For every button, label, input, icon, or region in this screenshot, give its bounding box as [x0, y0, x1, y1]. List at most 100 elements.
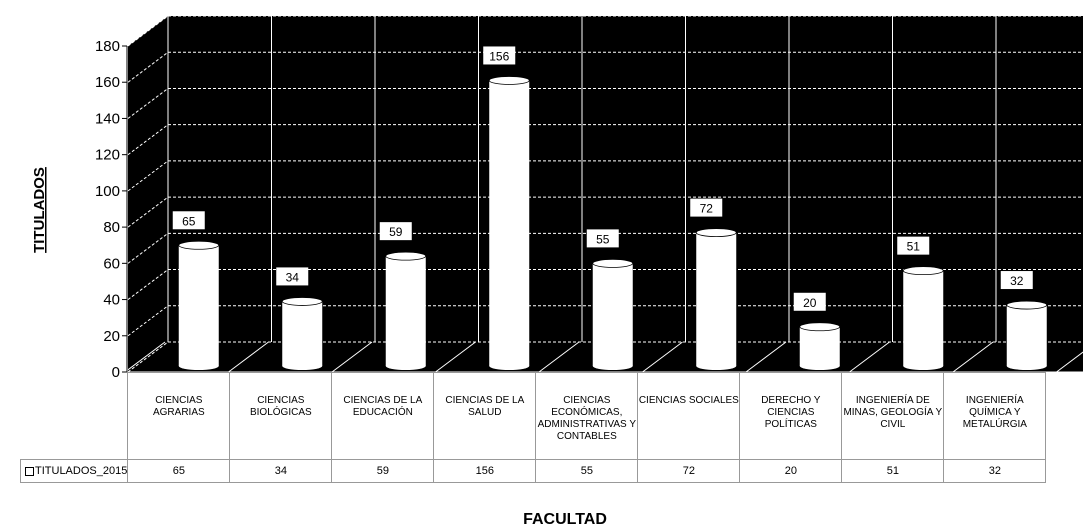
data-label: 51: [907, 240, 921, 254]
gridline-side: [127, 232, 169, 264]
bar-base: [592, 362, 633, 370]
floor-gridline: [1056, 351, 1083, 373]
gridline-side: [127, 305, 169, 337]
data-table-category: DERECHO Y CIENCIAS POLÍTICAS: [739, 372, 843, 460]
data-label: 65: [182, 214, 196, 228]
y-tick-label: 140: [95, 110, 120, 127]
data-label: 34: [286, 270, 300, 284]
gridline-side: [127, 196, 169, 228]
data-table-value: 72: [637, 459, 741, 483]
gridline-side: [127, 88, 169, 119]
data-table-category-row: CIENCIAS AGRARIAS CIENCIAS BIOLÓGICAS CIEN…: [20, 372, 1047, 460]
bar-body: [385, 256, 426, 366]
gridline-side: [127, 160, 169, 192]
bar-base: [385, 362, 426, 370]
floor-gridline: [849, 341, 890, 373]
gridline-side: [127, 51, 169, 83]
bar-body: [489, 80, 530, 366]
bar-base: [696, 362, 737, 370]
gridline-side: [127, 341, 169, 373]
data-table-value: 34: [229, 459, 333, 483]
data-label-box: [172, 211, 205, 230]
data-table-value: 55: [535, 459, 639, 483]
data-table-category: CIENCIAS BIOLÓGICAS: [229, 372, 333, 460]
data-label-box: [1000, 271, 1033, 290]
data-table-value: 156: [433, 459, 537, 483]
data-labels: 65 34 59 156 55 72 20 51 32: [172, 46, 1033, 311]
bar-base: [903, 362, 944, 370]
gridline-side: [127, 269, 169, 300]
data-table-value: 59: [331, 459, 435, 483]
data-table-category: CIENCIAS ECONÓMICAS, ADMINISTRATIVAS Y C…: [535, 372, 639, 460]
legend-key-icon: [25, 466, 34, 476]
data-table-value: 65: [127, 459, 231, 483]
bar-top: [488, 76, 530, 85]
x-axis-title: FACULTAD: [523, 511, 607, 528]
side-wall: [128, 16, 168, 372]
bar-base: [799, 362, 840, 370]
data-label-box: [483, 46, 516, 65]
data-table-category: CIENCIAS DE LA SALUD: [433, 372, 537, 460]
floor-gridline: [745, 341, 787, 373]
bar: [385, 251, 427, 370]
data-label: 156: [489, 49, 509, 63]
data-table-value: 32: [943, 459, 1047, 483]
data-table-category: CIENCIAS AGRARIAS: [127, 372, 231, 460]
bar: [592, 258, 634, 370]
series-name: TITULADOS_2015: [35, 465, 128, 477]
data-label-box: [379, 222, 412, 241]
y-tick-label: 80: [103, 219, 120, 236]
bar-body: [696, 232, 737, 366]
bar-top: [385, 251, 427, 261]
bar: [178, 240, 220, 370]
data-table-value-row: TITULADOS_2015 65 34 59 156 55 72 20 51 32: [19, 459, 1047, 483]
data-table-value: 20: [739, 459, 843, 483]
bar-top: [592, 258, 634, 268]
y-tick-label: 60: [103, 255, 120, 272]
bar: [695, 228, 737, 370]
data-table-value: 51: [841, 459, 945, 483]
data-label: 32: [1010, 274, 1024, 288]
floor-gridline: [538, 341, 580, 373]
y-tick-label: 160: [95, 74, 120, 91]
data-table-category: CIENCIAS DE LA EDUCACIÓN: [331, 372, 435, 460]
data-label-box: [690, 198, 723, 217]
data-label-box: [793, 292, 826, 311]
bar-body: [592, 263, 633, 366]
y-tick-label: 40: [103, 292, 120, 309]
bar: [488, 76, 530, 370]
y-tick-label: 20: [103, 328, 120, 345]
bar-base: [178, 362, 219, 370]
data-label: 72: [700, 202, 714, 216]
floor-gridline: [435, 341, 476, 373]
bar-top: [281, 297, 323, 306]
data-table-category: INGENIERÍA DE MINAS, GEOLOGÍA Y CIVIL: [841, 372, 945, 460]
y-axis-title: TITULADOS: [31, 167, 48, 253]
floor-gridline: [331, 341, 373, 373]
data-label-box: [586, 229, 619, 248]
data-table-category: CIENCIAS SOCIALES: [637, 372, 741, 460]
data-label-box: [276, 267, 309, 286]
bar-top: [695, 228, 737, 238]
bar-top: [178, 240, 220, 250]
data-table: CIENCIAS AGRARIAS CIENCIAS BIOLÓGICAS CIEN…: [19, 372, 1047, 483]
floor-gridline: [952, 341, 994, 373]
bars: [178, 76, 1048, 370]
bar: [281, 297, 323, 370]
bar-body: [903, 270, 944, 366]
bar-body: [178, 245, 219, 366]
y-tick-label: 120: [95, 147, 120, 164]
gridline-side: [127, 15, 169, 47]
y-tick-label: 100: [95, 183, 120, 200]
data-table-series-name: TITULADOS_2015: [19, 459, 129, 483]
gridline-side: [127, 124, 169, 156]
data-label: 20: [803, 296, 817, 310]
bar: [902, 266, 944, 370]
bar-top: [902, 266, 944, 276]
data-table-category: INGENIERÍA QUÍMICA Y METALÚRGIA: [943, 372, 1047, 460]
data-label-box: [897, 236, 930, 255]
data-label: 59: [389, 225, 403, 239]
bar-top: [799, 322, 841, 332]
